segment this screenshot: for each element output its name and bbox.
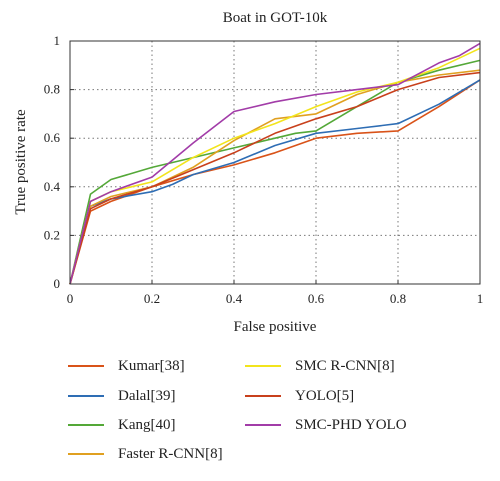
legend-swatch [245, 395, 281, 397]
legend-label: SMC R-CNN[8] [295, 357, 395, 374]
legend-item-smc-phd-yolo: SMC-PHD YOLO [245, 415, 407, 435]
series-line-dalal-39 [69, 79, 481, 285]
series-line-kumar-38 [69, 79, 481, 285]
y-axis-label: True positive rate [13, 109, 29, 215]
legend-swatch [245, 424, 281, 426]
line-chart: Boat in GOT-10k 0 0.2 0.4 0.6 0.8 1 0 0.2 0.4 0.6… [13, 10, 484, 335]
legend-swatch [68, 395, 104, 397]
chart-series-group [69, 42, 481, 285]
legend-label: Faster R-CNN[8] [118, 445, 223, 462]
legend-item-yolo: YOLO[5] [245, 386, 354, 406]
series-line-yolo-5 [69, 71, 481, 285]
series-line-smc-phd-yolo [69, 42, 481, 285]
series-line-kang-40 [69, 59, 481, 285]
legend-label: SMC-PHD YOLO [295, 416, 407, 433]
y-tick-label: 1 [54, 33, 61, 48]
axis-ticks: 0 0.2 0.4 0.6 0.8 1 0 0.2 0.4 0.6 0.8 1 [44, 33, 484, 306]
legend-item-kumar: Kumar[38] [68, 356, 185, 376]
legend-swatch [245, 365, 281, 367]
x-tick-label: 0.8 [390, 291, 406, 306]
legend-item-dalal: Dalal[39] [68, 386, 175, 406]
legend-label: Kumar[38] [118, 357, 185, 374]
legend-label: Dalal[39] [118, 387, 176, 404]
legend-label: YOLO[5] [295, 387, 355, 404]
y-tick-label: 0.8 [44, 82, 60, 97]
legend-swatch [68, 453, 104, 455]
legend-swatch [68, 424, 104, 426]
legend-item-smc-rcnn: SMC R-CNN[8] [245, 356, 395, 376]
chart-grid [70, 41, 480, 284]
chart-title: Boat in GOT-10k [223, 10, 328, 26]
x-axis-label: False positive [234, 319, 317, 335]
y-tick-label: 0.4 [44, 179, 61, 194]
y-tick-label: 0 [54, 276, 61, 291]
plot-frame [69, 40, 481, 285]
y-tick-label: 0.2 [44, 227, 60, 242]
x-tick-label: 0 [67, 291, 74, 306]
x-tick-label: 0.4 [226, 291, 243, 306]
legend-swatch [68, 365, 104, 367]
y-tick-label: 0.6 [44, 130, 61, 145]
legend-label: Kang[40] [118, 416, 176, 433]
x-tick-label: 1 [477, 291, 484, 306]
x-tick-label: 0.2 [144, 291, 160, 306]
chart-legend: Kumar[38] Dalal[39] Kang[40] Faster R-CN… [0, 352, 500, 477]
legend-item-faster-rcnn: Faster R-CNN[8] [68, 444, 223, 464]
x-tick-label: 0.6 [308, 291, 325, 306]
legend-item-kang: Kang[40] [68, 415, 175, 435]
